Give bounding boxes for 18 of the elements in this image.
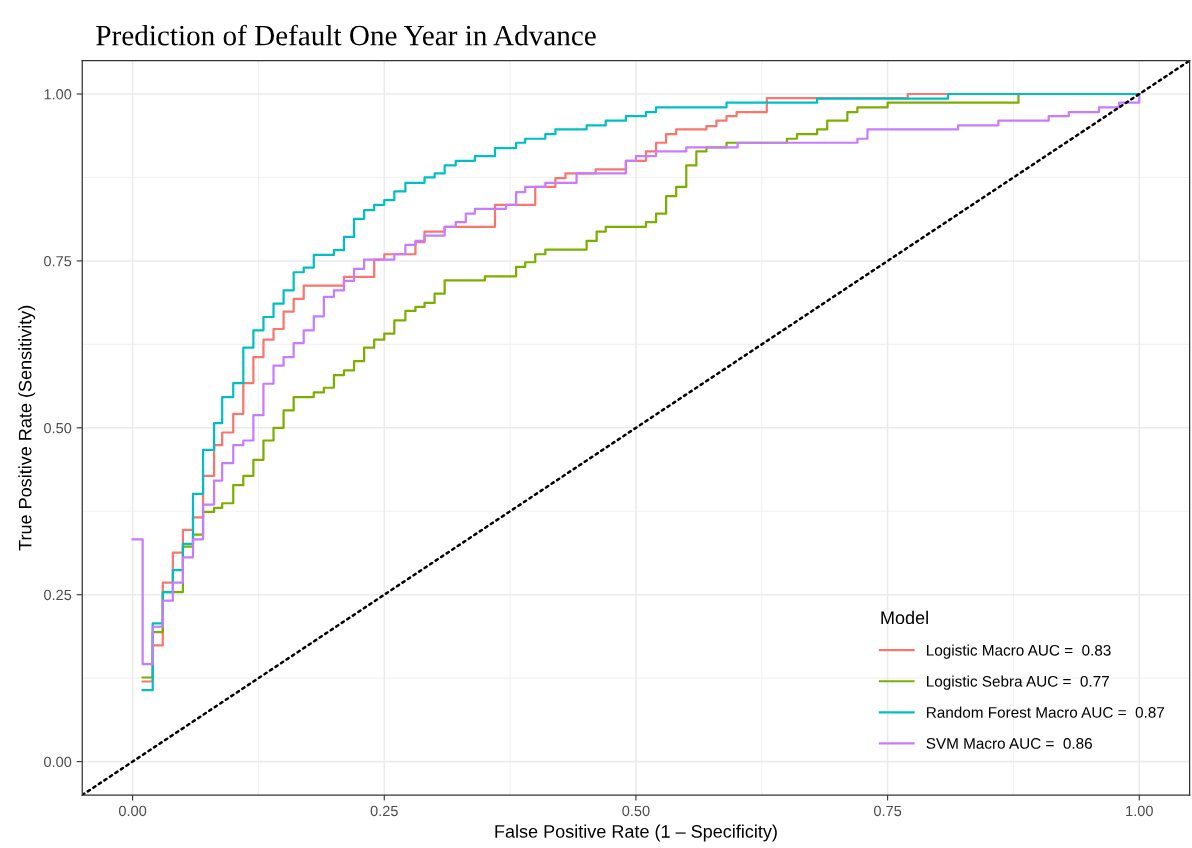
chart-title: Prediction of Default One Year in Advance	[96, 24, 596, 46]
x-axis-title: False Positive Rate (1 – Specificity)	[495, 824, 777, 842]
y-axis-title: True Positive Rate (Sensitivity)	[18, 305, 36, 551]
y-tick-label: 0.00	[44, 756, 72, 768]
legend-label: Random Forest Macro AUC = 0.87	[927, 706, 1165, 718]
legend-label: Logistic Macro AUC = 0.83	[927, 644, 1111, 659]
y-tick-label: 0.75	[44, 256, 72, 267]
y-tick-label: 0.50	[44, 422, 72, 434]
legend-label: Logistic Sebra AUC = 0.77	[927, 675, 1109, 690]
legend-label: SVM Macro AUC = 0.86	[926, 738, 1092, 749]
y-tick-label: 0.25	[44, 589, 72, 601]
x-tick-label: 1.00	[1126, 805, 1153, 817]
x-tick-label: 0.75	[873, 805, 902, 817]
legend-title: Model	[881, 610, 928, 625]
x-tick-label: 0.50	[622, 805, 650, 817]
x-tick-label: 0.25	[370, 805, 398, 817]
y-tick-label: 1.00	[44, 89, 72, 100]
x-tick-label: 0.00	[118, 805, 147, 817]
